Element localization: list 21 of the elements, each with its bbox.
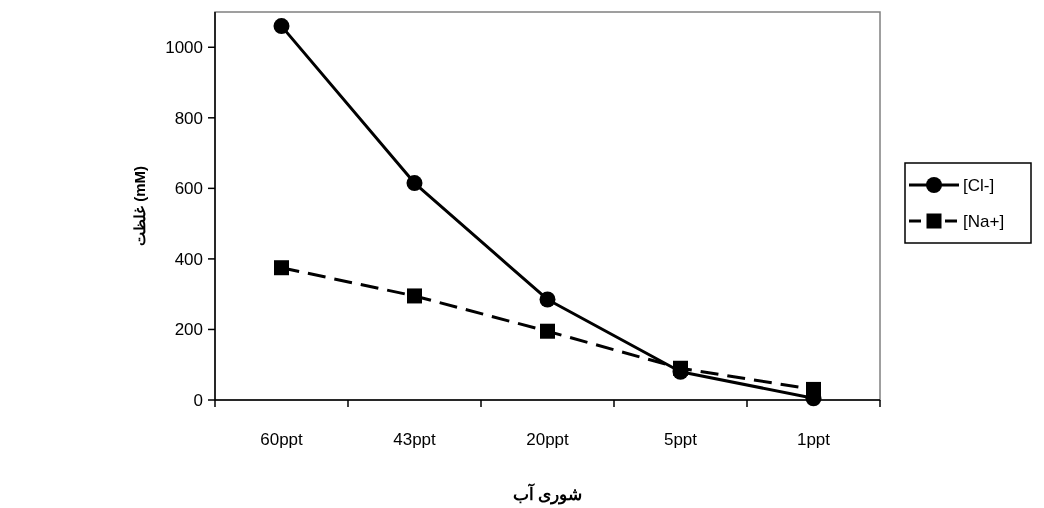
point	[407, 288, 422, 304]
point	[539, 291, 556, 308]
x-tick-label: 43ppt	[393, 430, 437, 449]
y-tick-label: 600	[174, 179, 203, 199]
x-tick-label: 60ppt	[260, 430, 304, 449]
point	[406, 175, 423, 192]
x-axis-title: شوری آب	[512, 483, 583, 505]
x-tick-label: 5ppt	[663, 430, 698, 449]
point	[274, 260, 289, 276]
y-tick-label: 800	[174, 108, 203, 128]
y-tick-label: 0	[193, 391, 203, 410]
legend-label: [Na+]	[963, 212, 1005, 231]
y-tick-label: 400	[174, 249, 203, 269]
y-tick-label: 200	[174, 320, 203, 340]
x-tick-label: 20ppt	[526, 430, 570, 449]
y-tick-label: 1000	[165, 38, 203, 58]
point	[540, 323, 555, 339]
y-axis-title: غلظت (mM)	[131, 166, 148, 246]
x-tick-label: 1ppt	[796, 430, 831, 449]
legend-label: [Cl-]	[963, 176, 995, 195]
point	[273, 18, 290, 35]
